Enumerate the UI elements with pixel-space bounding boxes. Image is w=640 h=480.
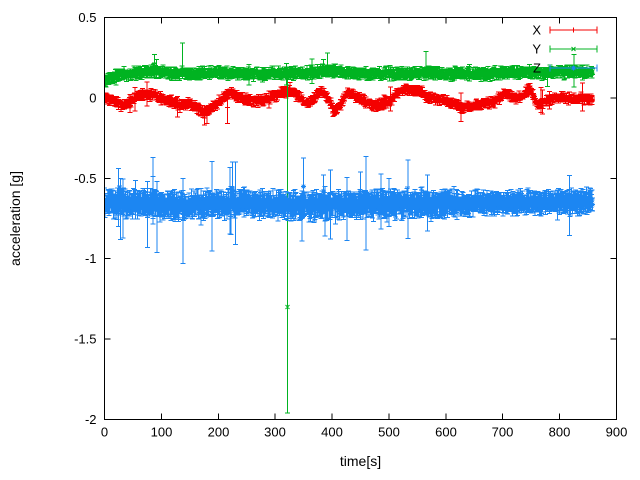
legend-entry-y: Y (532, 42, 598, 57)
legend-sample (549, 26, 598, 34)
series-X-markers (104, 83, 595, 118)
y-axis-label: acceleration [g] (7, 171, 23, 266)
tick-labels: 0 100 200 300 400 500 600 700 800 900 0.5 0 -0.5 -1 -1… (74, 10, 627, 440)
series-Y-markers (104, 65, 595, 310)
legend-label: X (532, 23, 541, 38)
x-axis-label: time[s] (340, 453, 381, 469)
x-tick-label: 0 (101, 425, 108, 440)
series-Y (104, 42, 595, 414)
x-tick-label: 500 (378, 425, 400, 440)
y-tick-label: -1.5 (74, 332, 96, 347)
legend-label: Z (533, 61, 541, 76)
x-tick-label: 900 (606, 425, 628, 440)
x-tick-label: 200 (208, 425, 230, 440)
legend-sample (549, 64, 598, 72)
x-tick-label: 400 (321, 425, 343, 440)
y-tick-label: -0.5 (74, 171, 96, 186)
x-tick-label: 300 (264, 425, 286, 440)
legend-label: Y (532, 42, 541, 57)
plot-border (104, 17, 617, 420)
y-tick-label: 0.5 (78, 10, 96, 25)
x-tick-label: 100 (151, 425, 173, 440)
series-Z (104, 156, 595, 264)
legend-entry-z: Z (533, 61, 598, 76)
y-tick-label: 0 (89, 91, 96, 106)
series-X (104, 81, 595, 126)
legend-entry-x: X (532, 23, 598, 38)
y-tick-label: -2 (85, 412, 97, 427)
x-tick-label: 600 (435, 425, 457, 440)
series-Z-markers (104, 184, 595, 216)
legend-sample (549, 45, 598, 53)
legend: XYZ (532, 23, 598, 76)
y-tick-label: -1 (85, 251, 97, 266)
x-tick-label: 700 (492, 425, 514, 440)
x-tick-label: 800 (549, 425, 571, 440)
